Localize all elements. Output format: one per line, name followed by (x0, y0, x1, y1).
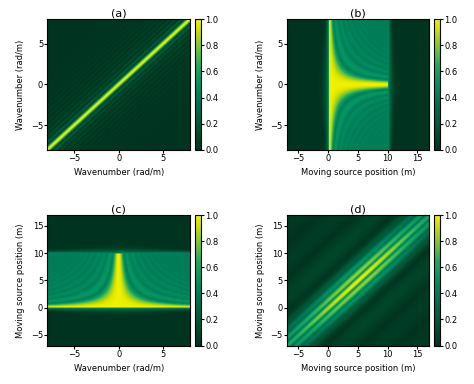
X-axis label: Moving source position (m): Moving source position (m) (301, 364, 415, 373)
X-axis label: Moving source position (m): Moving source position (m) (301, 169, 415, 177)
Y-axis label: Wavenumber (rad/m): Wavenumber (rad/m) (17, 39, 26, 130)
X-axis label: Wavenumber (rad/m): Wavenumber (rad/m) (73, 169, 164, 177)
Title: (a): (a) (111, 8, 127, 18)
Y-axis label: Moving source position (m): Moving source position (m) (255, 223, 264, 338)
Title: (c): (c) (111, 204, 126, 214)
Title: (d): (d) (350, 204, 366, 214)
Y-axis label: Wavenumber (rad/m): Wavenumber (rad/m) (255, 39, 264, 130)
Title: (b): (b) (350, 8, 366, 18)
Y-axis label: Moving source position (m): Moving source position (m) (17, 223, 26, 338)
X-axis label: Wavenumber (rad/m): Wavenumber (rad/m) (73, 364, 164, 373)
